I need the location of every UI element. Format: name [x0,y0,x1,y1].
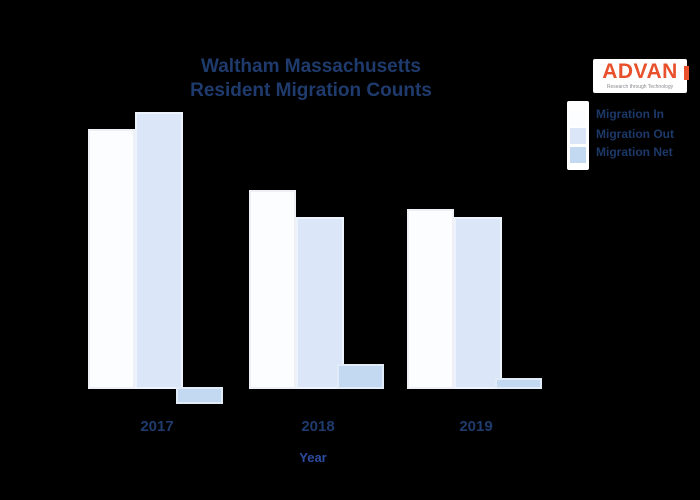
bar-migration-net-2017 [176,387,223,404]
advan-logo-tagline: Research through Technology [606,84,674,90]
legend-swatch-migration-net [570,147,586,163]
bar-migration-net-2018 [337,364,384,389]
legend-label-migration-net: Migration Net [596,145,673,159]
legend-swatch-strip [567,101,589,170]
chart-title: Waltham Massachusetts Resident Migration… [0,55,622,103]
advan-logo-mark [684,66,689,80]
bar-group-2019: 2019 [407,0,547,500]
x-tick-2019: 2019 [459,418,493,435]
legend-label-migration-out: Migration Out [596,127,674,141]
x-tick-2018: 2018 [301,418,335,435]
legend-label-migration-in: Migration In [596,107,664,121]
chart-legend: Migration In Migration Out Migration Net [567,101,697,171]
advan-logo-text: ADVAN [602,60,678,83]
x-tick-2017: 2017 [140,418,174,435]
bar-group-2018: 2018 [249,0,389,500]
bar-migration-out-2019 [454,217,502,389]
chart-title-line2: Resident Migration Counts [190,80,432,101]
bar-migration-in-2018 [249,190,296,389]
bar-migration-out-2018 [296,217,344,389]
bar-migration-in-2017 [88,129,135,389]
chart-title-line1: Waltham Massachusetts [201,56,421,77]
bar-group-2017: 2017 [88,0,228,500]
legend-swatch-migration-in [570,110,586,126]
advan-logo: ADVAN Research through Technology [593,59,689,93]
legend-swatch-migration-out [570,128,586,144]
x-axis-label: Year [299,450,327,465]
bar-migration-out-2017 [135,112,183,389]
bar-migration-net-2019 [495,378,542,389]
bar-migration-in-2019 [407,209,454,389]
